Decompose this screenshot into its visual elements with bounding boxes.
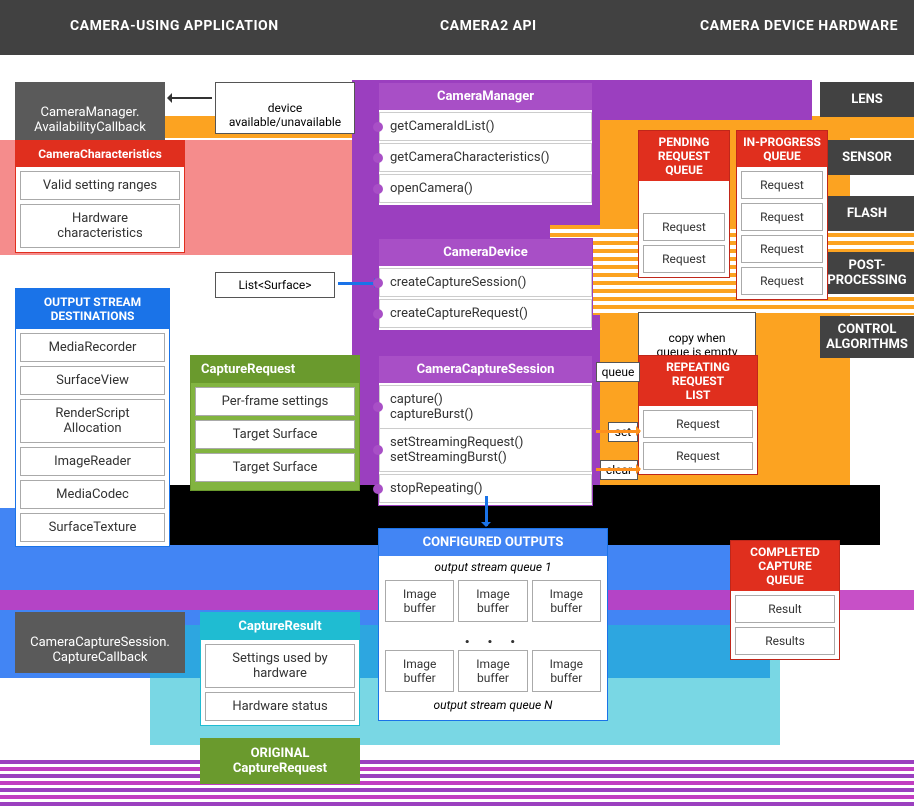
dest-title: OUTPUT STREAM DESTINATIONS (16, 289, 169, 329)
hw-post: POST-PROCESSING (820, 252, 914, 294)
bottom-stripes (0, 760, 914, 806)
completed-0: Result (735, 595, 835, 623)
result-0: Settings used by hardware (205, 644, 355, 688)
device-avail-text: device available/unavailable (229, 101, 341, 129)
capture-request: CaptureRequest Per-frame settings Target… (190, 355, 360, 491)
buf-a2: Image buffer (532, 580, 601, 622)
capture-callback: CameraCaptureSession. CaptureCallback (15, 612, 185, 673)
session-method-3-text: setStreamingBurst() (390, 450, 507, 465)
session-method-1-text: captureBurst() (390, 407, 473, 422)
arrow-session-to-outputs (485, 496, 488, 526)
header-app: CAMERA-USING APPLICATION (70, 18, 279, 34)
camera-characteristics: CameraCharacteristics Valid setting rang… (15, 140, 185, 253)
inprog-2: Request (741, 235, 823, 263)
manager-method-2: openCamera() (379, 174, 592, 203)
camera-device: CameraDevice createCaptureSession() crea… (378, 238, 593, 331)
char-item-0: Valid setting ranges (20, 171, 180, 200)
capture-session: CameraCaptureSession capture() captureBu… (378, 355, 593, 506)
manager-method-1: getCameraCharacteristics() (379, 143, 592, 172)
availability-callback: CameraManager. AvailabilityCallback (15, 82, 165, 143)
list-surface-label: List<Surface> (215, 272, 335, 298)
configured-outputs: CONFIGURED OUTPUTS output stream queue 1… (378, 528, 608, 721)
dest-4: MediaCodec (20, 480, 165, 509)
capture-callback-text: CameraCaptureSession. CaptureCallback (30, 635, 170, 665)
camera-manager: CameraManager getCameraIdList() getCamer… (378, 82, 593, 206)
pending-1: Request (643, 245, 725, 273)
completed-queue: COMPLETED CAPTURE QUEUE Result Results (730, 540, 840, 660)
original-capture-request: ORIGINAL CaptureRequest (200, 738, 360, 784)
dest-5: SurfaceTexture (20, 513, 165, 542)
char-title: CameraCharacteristics (16, 141, 184, 167)
list-surface-text: List<Surface> (238, 278, 311, 292)
dest-1: SurfaceView (20, 366, 165, 395)
device-avail-label: device available/unavailable (215, 82, 355, 134)
inprog-3: Request (741, 267, 823, 295)
buf-a1: Image buffer (458, 580, 527, 622)
queue-label: queue (596, 362, 640, 382)
dest-3: ImageReader (20, 447, 165, 476)
inprog-0: Request (741, 171, 823, 199)
output-destinations: OUTPUT STREAM DESTINATIONS MediaRecorder… (15, 288, 170, 547)
manager-title: CameraManager (379, 83, 592, 110)
result-title: CaptureResult (201, 613, 359, 640)
buf-a0: Image buffer (385, 580, 454, 622)
buf-b2: Image buffer (532, 650, 601, 692)
dest-2: RenderScript Allocation (20, 399, 165, 443)
pending-queue: PENDING REQUEST QUEUE Request Request (638, 130, 730, 278)
device-title: CameraDevice (379, 239, 592, 266)
capreq-1: Target Surface (195, 420, 355, 449)
outputs-title: CONFIGURED OUTPUTS (379, 529, 607, 556)
completed-title: COMPLETED CAPTURE QUEUE (731, 541, 839, 591)
inprogress-queue: IN-PROGRESS QUEUE Request Request Reques… (736, 130, 828, 300)
result-1: Hardware status (205, 692, 355, 721)
buf-b0: Image buffer (385, 650, 454, 692)
device-method-1: createCaptureRequest() (379, 299, 592, 328)
pending-title: PENDING REQUEST QUEUE (639, 131, 729, 181)
char-item-1: Hardware characteristics (20, 204, 180, 248)
completed-1: Results (735, 627, 835, 655)
repeating-0: Request (643, 410, 753, 438)
repeating-1: Request (643, 442, 753, 470)
availability-callback-text: CameraManager. AvailabilityCallback (34, 105, 146, 135)
session-method-0-text: capture() (390, 392, 443, 407)
hw-sensor: SENSOR (820, 140, 914, 175)
outputs-streamN: output stream queue N (379, 694, 607, 716)
inprog-title: IN-PROGRESS QUEUE (737, 131, 827, 167)
device-method-0: createCaptureSession() (379, 268, 592, 297)
arrow-avail (168, 97, 212, 99)
header-hw: CAMERA DEVICE HARDWARE (700, 18, 898, 34)
session-method-2-text: setStreamingRequest() (390, 435, 523, 450)
arrow-surface (338, 282, 378, 285)
session-title: CameraCaptureSession (379, 356, 592, 383)
hw-lens: LENS (820, 82, 914, 117)
capreq-2: Target Surface (195, 453, 355, 482)
capreq-0: Per-frame settings (195, 387, 355, 416)
manager-method-0: getCameraIdList() (379, 112, 592, 141)
hw-flash: FLASH (820, 196, 914, 231)
arrow-clear (596, 468, 640, 471)
pending-0: Request (643, 213, 725, 241)
session-method-0: capture() captureBurst() (379, 385, 592, 428)
outputs-ellipsis: . . . (379, 624, 607, 648)
repeating-list: REPEATING REQUEST LIST Request Request (638, 355, 758, 475)
dest-0: MediaRecorder (20, 333, 165, 362)
arrow-set (596, 430, 640, 433)
buf-b1: Image buffer (458, 650, 527, 692)
hw-control: CONTROL ALGORITHMS (820, 316, 914, 358)
capreq-title: CaptureRequest (191, 356, 359, 383)
capture-result: CaptureResult Settings used by hardware … (200, 612, 360, 726)
outputs-stream1: output stream queue 1 (379, 556, 607, 578)
session-method-2: setStreamingRequest() setStreamingBurst(… (379, 428, 592, 472)
header-api: CAMERA2 API (440, 18, 537, 34)
inprog-1: Request (741, 203, 823, 231)
repeating-title: REPEATING REQUEST LIST (639, 356, 757, 406)
